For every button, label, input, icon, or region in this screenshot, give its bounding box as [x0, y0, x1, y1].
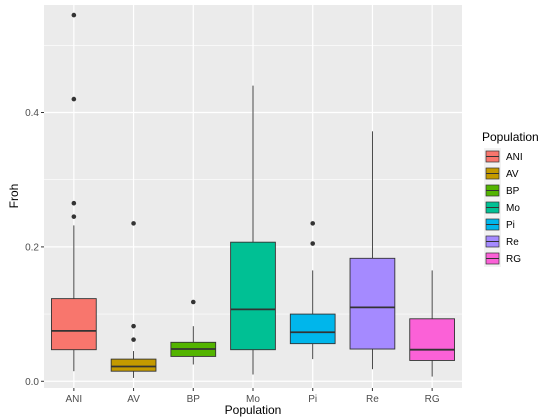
legend-label: RG: [506, 254, 521, 265]
outlier-point: [190, 299, 196, 305]
box: [110, 358, 157, 372]
legend-label: Re: [506, 237, 519, 248]
outlier-point: [131, 221, 136, 226]
legend: Population ANI AV BP Mo Pi Re RG: [482, 130, 539, 267]
box: [409, 318, 455, 361]
outlier-point: [310, 241, 316, 246]
box-ani: [51, 12, 97, 372]
legend-label: AV: [506, 169, 519, 180]
x-tick-label: BP: [187, 394, 201, 405]
legend-title: Population: [482, 130, 539, 144]
x-tick-label: Mo: [246, 394, 260, 405]
legend-item-rg: RG: [484, 250, 521, 267]
box-mo: [230, 85, 276, 375]
y-tick-label: 0.2: [25, 242, 39, 253]
y-tick-label: 0.4: [25, 108, 39, 119]
legend-item-bp: BP: [484, 182, 520, 199]
x-tick-label: RG: [425, 394, 440, 405]
legend-label: ANI: [506, 152, 523, 163]
outlier-point: [131, 323, 136, 329]
outlier-point: [71, 214, 77, 219]
y-tick-label: 0.0: [25, 377, 39, 388]
box: [289, 313, 336, 345]
box: [349, 257, 396, 350]
y-axis-title: Froh: [7, 184, 21, 209]
legend-label: Pi: [506, 220, 515, 231]
x-axis: ANI AV BP Mo Pi Re RG: [66, 388, 440, 405]
legend-label: Mo: [506, 203, 520, 214]
x-tick-label: Re: [366, 394, 379, 405]
outlier-point: [71, 96, 77, 102]
box-av: [110, 221, 157, 378]
y-axis: 0.0 0.2 0.4: [25, 108, 44, 388]
x-axis-title: Population: [225, 403, 282, 417]
outlier-point: [310, 221, 316, 226]
legend-label: BP: [506, 186, 520, 197]
outlier-point: [131, 337, 136, 342]
box-rg: [409, 270, 455, 377]
box: [230, 241, 276, 351]
legend-item-ani: ANI: [484, 148, 523, 165]
legend-item-re: Re: [484, 233, 519, 250]
legend-item-av: AV: [484, 165, 519, 182]
box: [51, 298, 97, 351]
outlier-point: [71, 12, 77, 18]
legend-item-mo: Mo: [484, 199, 520, 216]
boxes: [51, 12, 455, 378]
box-pi: [289, 221, 336, 360]
x-tick-label: AV: [127, 394, 140, 405]
outlier-point: [71, 200, 77, 206]
x-tick-label: ANI: [66, 394, 83, 405]
x-tick-label: Pi: [308, 394, 317, 405]
box-re: [349, 131, 396, 370]
box-bp: [170, 299, 217, 365]
legend-item-pi: Pi: [484, 216, 515, 233]
